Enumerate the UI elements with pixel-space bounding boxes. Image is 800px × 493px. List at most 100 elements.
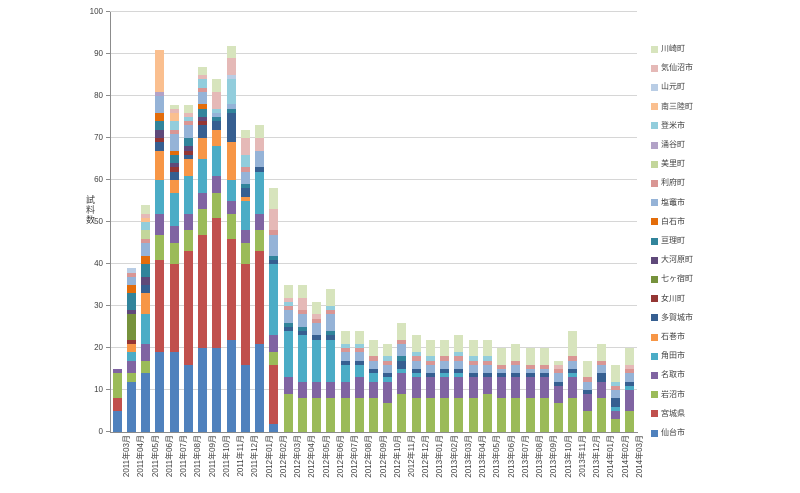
bar-segment[interactable]: [596, 343, 606, 361]
bar-segment[interactable]: [411, 360, 421, 370]
bar-segment[interactable]: [269, 259, 279, 265]
bar-segment[interactable]: [383, 377, 393, 382]
bar-segment[interactable]: [354, 352, 364, 361]
bar-segment[interactable]: [269, 423, 279, 432]
bar-segment[interactable]: [454, 398, 464, 432]
bar-segment[interactable]: [155, 49, 165, 92]
bar-segment[interactable]: [326, 398, 336, 432]
bar-segment[interactable]: [354, 348, 364, 353]
bar-segment[interactable]: [482, 364, 492, 374]
bar-segment[interactable]: [340, 352, 350, 361]
bar-segment[interactable]: [611, 411, 621, 420]
bar-segment[interactable]: [226, 213, 236, 239]
bar-segment[interactable]: [468, 364, 478, 374]
legend-item[interactable]: 仙台市: [651, 428, 685, 438]
bar-segment[interactable]: [497, 364, 507, 370]
bar-segment[interactable]: [255, 213, 265, 231]
bar-segment[interactable]: [183, 125, 193, 139]
bar-segment[interactable]: [255, 138, 265, 151]
bar-segment[interactable]: [283, 377, 293, 395]
legend-item[interactable]: 川崎町: [651, 44, 685, 54]
bar-segment[interactable]: [354, 343, 364, 349]
bar-segment[interactable]: [141, 314, 151, 344]
bar-segment[interactable]: [212, 117, 222, 122]
bar-segment[interactable]: [397, 322, 407, 340]
bar-segment[interactable]: [582, 381, 592, 391]
bar-segment[interactable]: [482, 373, 492, 378]
bar-segment[interactable]: [369, 369, 378, 374]
bar-segment[interactable]: [183, 138, 193, 147]
bar-segment[interactable]: [141, 213, 151, 218]
bar-segment[interactable]: [411, 335, 421, 353]
legend-item[interactable]: 白石市: [651, 217, 685, 227]
bar-segment[interactable]: [269, 188, 279, 210]
bar-segment[interactable]: [369, 360, 378, 370]
bar-segment[interactable]: [141, 243, 151, 256]
bar-segment[interactable]: [126, 360, 136, 374]
bar-segment[interactable]: [596, 360, 606, 365]
bar-segment[interactable]: [283, 322, 293, 328]
stacked-bar[interactable]: [468, 339, 478, 432]
bar-segment[interactable]: [397, 343, 407, 357]
bar-segment[interactable]: [440, 360, 450, 370]
bar-segment[interactable]: [497, 348, 507, 365]
bar-segment[interactable]: [126, 339, 136, 344]
bar-segment[interactable]: [525, 373, 535, 378]
bar-segment[interactable]: [212, 79, 222, 92]
bar-segment[interactable]: [240, 243, 250, 265]
bar-segment[interactable]: [411, 369, 421, 374]
stacked-bar[interactable]: [539, 348, 549, 432]
bar-segment[interactable]: [269, 230, 279, 235]
bar-segment[interactable]: [226, 104, 236, 109]
bar-segment[interactable]: [511, 377, 521, 399]
bar-segment[interactable]: [169, 171, 179, 181]
stacked-bar[interactable]: [141, 205, 151, 432]
stacked-bar[interactable]: [155, 49, 165, 432]
bar-segment[interactable]: [454, 369, 464, 374]
bar-segment[interactable]: [169, 192, 179, 227]
bar-segment[interactable]: [297, 331, 307, 336]
bar-segment[interactable]: [198, 75, 208, 80]
stacked-bar[interactable]: [511, 343, 521, 432]
bar-segment[interactable]: [440, 369, 450, 374]
bar-segment[interactable]: [511, 343, 521, 361]
bar-segment[interactable]: [269, 335, 279, 353]
bar-segment[interactable]: [369, 398, 378, 432]
bar-segment[interactable]: [554, 369, 564, 374]
bar-segment[interactable]: [283, 394, 293, 432]
stacked-bar[interactable]: [312, 301, 322, 432]
bar-segment[interactable]: [240, 167, 250, 172]
bar-segment[interactable]: [326, 331, 336, 336]
bar-segment[interactable]: [383, 360, 393, 365]
bar-segment[interactable]: [198, 125, 208, 139]
legend-item[interactable]: 七ヶ宿町: [651, 274, 693, 284]
bar-segment[interactable]: [226, 238, 236, 340]
bar-segment[interactable]: [511, 364, 521, 374]
bar-segment[interactable]: [611, 385, 621, 391]
bar-segment[interactable]: [539, 377, 549, 399]
bar-segment[interactable]: [141, 205, 151, 214]
legend-item[interactable]: 宮城県: [651, 409, 685, 419]
bar-segment[interactable]: [240, 138, 250, 155]
bar-segment[interactable]: [397, 394, 407, 432]
bar-segment[interactable]: [141, 217, 151, 223]
bar-segment[interactable]: [539, 364, 549, 370]
bar-segment[interactable]: [326, 306, 336, 311]
bar-segment[interactable]: [126, 343, 136, 353]
stacked-bar[interactable]: [212, 79, 222, 432]
bar-segment[interactable]: [226, 75, 236, 80]
bar-segment[interactable]: [611, 398, 621, 407]
bar-segment[interactable]: [511, 360, 521, 365]
bar-segment[interactable]: [255, 343, 265, 432]
legend-item[interactable]: 気仙沼市: [651, 63, 693, 73]
bar-segment[interactable]: [155, 150, 165, 181]
bar-segment[interactable]: [525, 364, 535, 370]
bar-segment[interactable]: [141, 285, 151, 294]
stacked-bar[interactable]: [411, 335, 421, 432]
bar-segment[interactable]: [169, 121, 179, 130]
bar-segment[interactable]: [255, 125, 265, 139]
stacked-bar[interactable]: [369, 339, 378, 432]
bar-segment[interactable]: [169, 150, 179, 155]
bar-segment[interactable]: [582, 411, 592, 432]
bar-segment[interactable]: [126, 276, 136, 286]
